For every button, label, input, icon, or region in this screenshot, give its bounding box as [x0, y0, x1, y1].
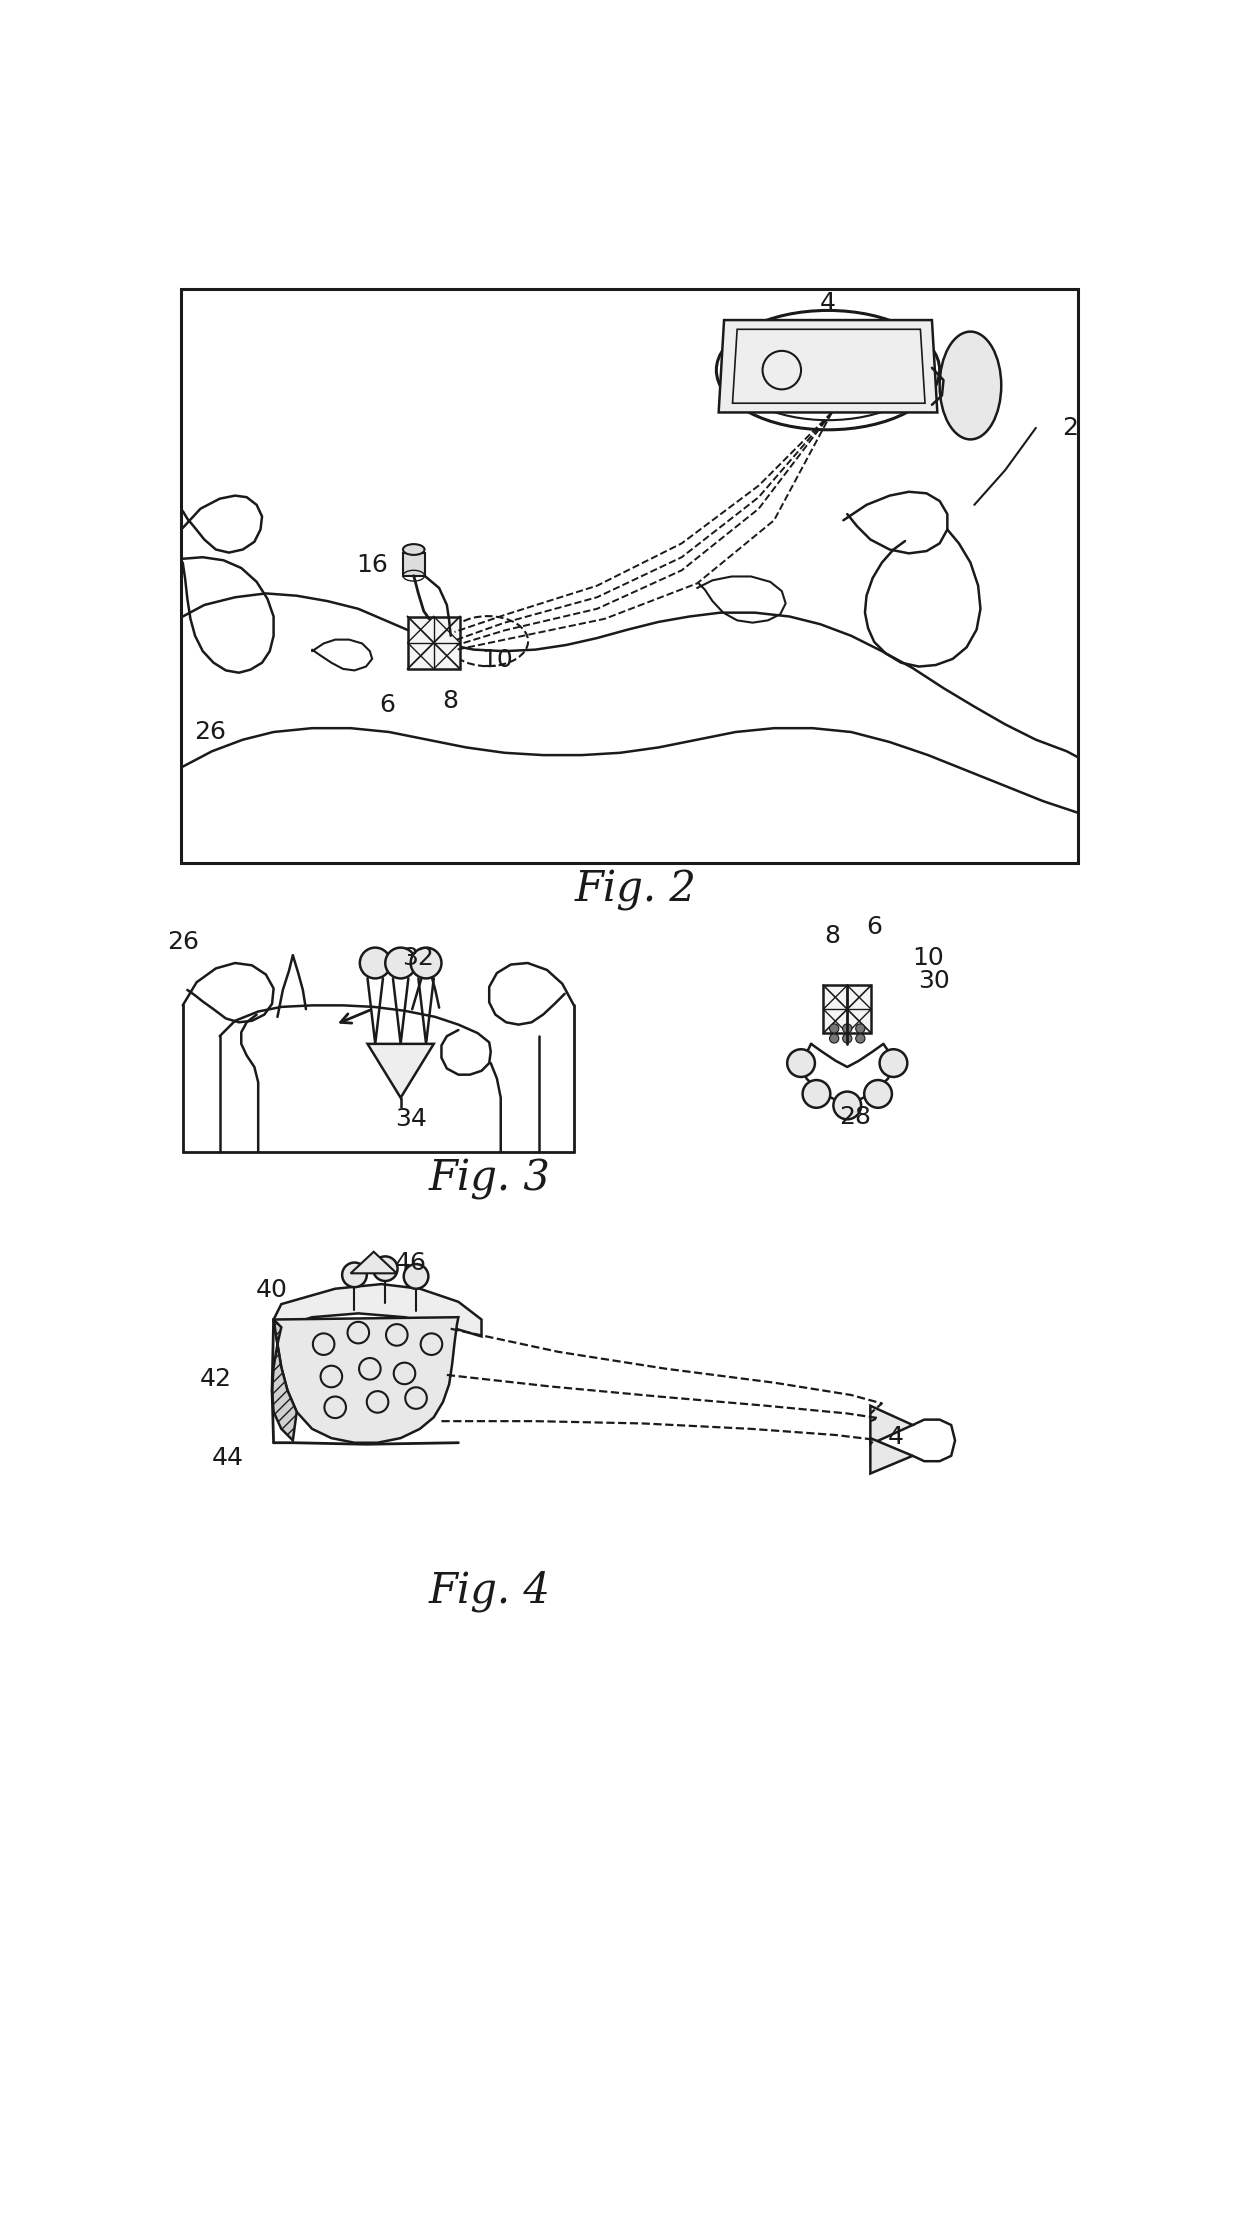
- Text: 28: 28: [839, 1105, 870, 1129]
- Circle shape: [373, 1255, 398, 1282]
- Text: 2: 2: [1063, 415, 1079, 439]
- Circle shape: [410, 947, 441, 978]
- Text: Fig. 4: Fig. 4: [428, 1570, 551, 1612]
- Polygon shape: [274, 1317, 459, 1442]
- Text: 32: 32: [403, 945, 434, 969]
- Text: 6: 6: [379, 692, 396, 716]
- Text: 4: 4: [888, 1424, 904, 1448]
- Circle shape: [843, 1034, 852, 1042]
- Polygon shape: [870, 1437, 913, 1473]
- Text: 46: 46: [394, 1251, 427, 1275]
- Text: Fig. 2: Fig. 2: [574, 869, 697, 912]
- Text: 16: 16: [356, 552, 388, 577]
- Polygon shape: [403, 552, 424, 577]
- Text: 30: 30: [919, 969, 950, 994]
- Circle shape: [856, 1025, 866, 1034]
- Text: 44: 44: [211, 1446, 243, 1471]
- Polygon shape: [719, 319, 937, 413]
- Circle shape: [879, 1049, 908, 1078]
- Circle shape: [802, 1080, 831, 1107]
- Text: 8: 8: [443, 690, 459, 714]
- Polygon shape: [274, 1284, 481, 1337]
- Polygon shape: [408, 617, 460, 670]
- Circle shape: [843, 1025, 852, 1034]
- Text: Fig. 3: Fig. 3: [428, 1158, 551, 1200]
- Ellipse shape: [940, 333, 1001, 439]
- Text: 10: 10: [913, 945, 944, 969]
- Text: 4: 4: [820, 291, 836, 315]
- Circle shape: [360, 947, 391, 978]
- Ellipse shape: [403, 543, 424, 554]
- Polygon shape: [823, 985, 872, 1034]
- Text: 26: 26: [166, 929, 198, 954]
- Circle shape: [404, 1264, 428, 1289]
- Circle shape: [864, 1080, 892, 1107]
- Text: 40: 40: [257, 1278, 288, 1302]
- Circle shape: [830, 1025, 838, 1034]
- Text: 8: 8: [823, 925, 839, 947]
- Polygon shape: [870, 1406, 913, 1444]
- Polygon shape: [351, 1251, 397, 1273]
- Text: 34: 34: [394, 1107, 427, 1131]
- Circle shape: [830, 1034, 838, 1042]
- Text: 26: 26: [195, 721, 227, 743]
- Text: 6: 6: [867, 914, 882, 938]
- Text: 42: 42: [200, 1366, 232, 1391]
- Circle shape: [342, 1262, 367, 1286]
- Circle shape: [787, 1049, 815, 1078]
- Circle shape: [833, 1091, 861, 1120]
- Polygon shape: [367, 1045, 434, 1098]
- Text: 10: 10: [481, 648, 513, 672]
- Circle shape: [856, 1034, 866, 1042]
- Polygon shape: [272, 1320, 296, 1439]
- Circle shape: [386, 947, 417, 978]
